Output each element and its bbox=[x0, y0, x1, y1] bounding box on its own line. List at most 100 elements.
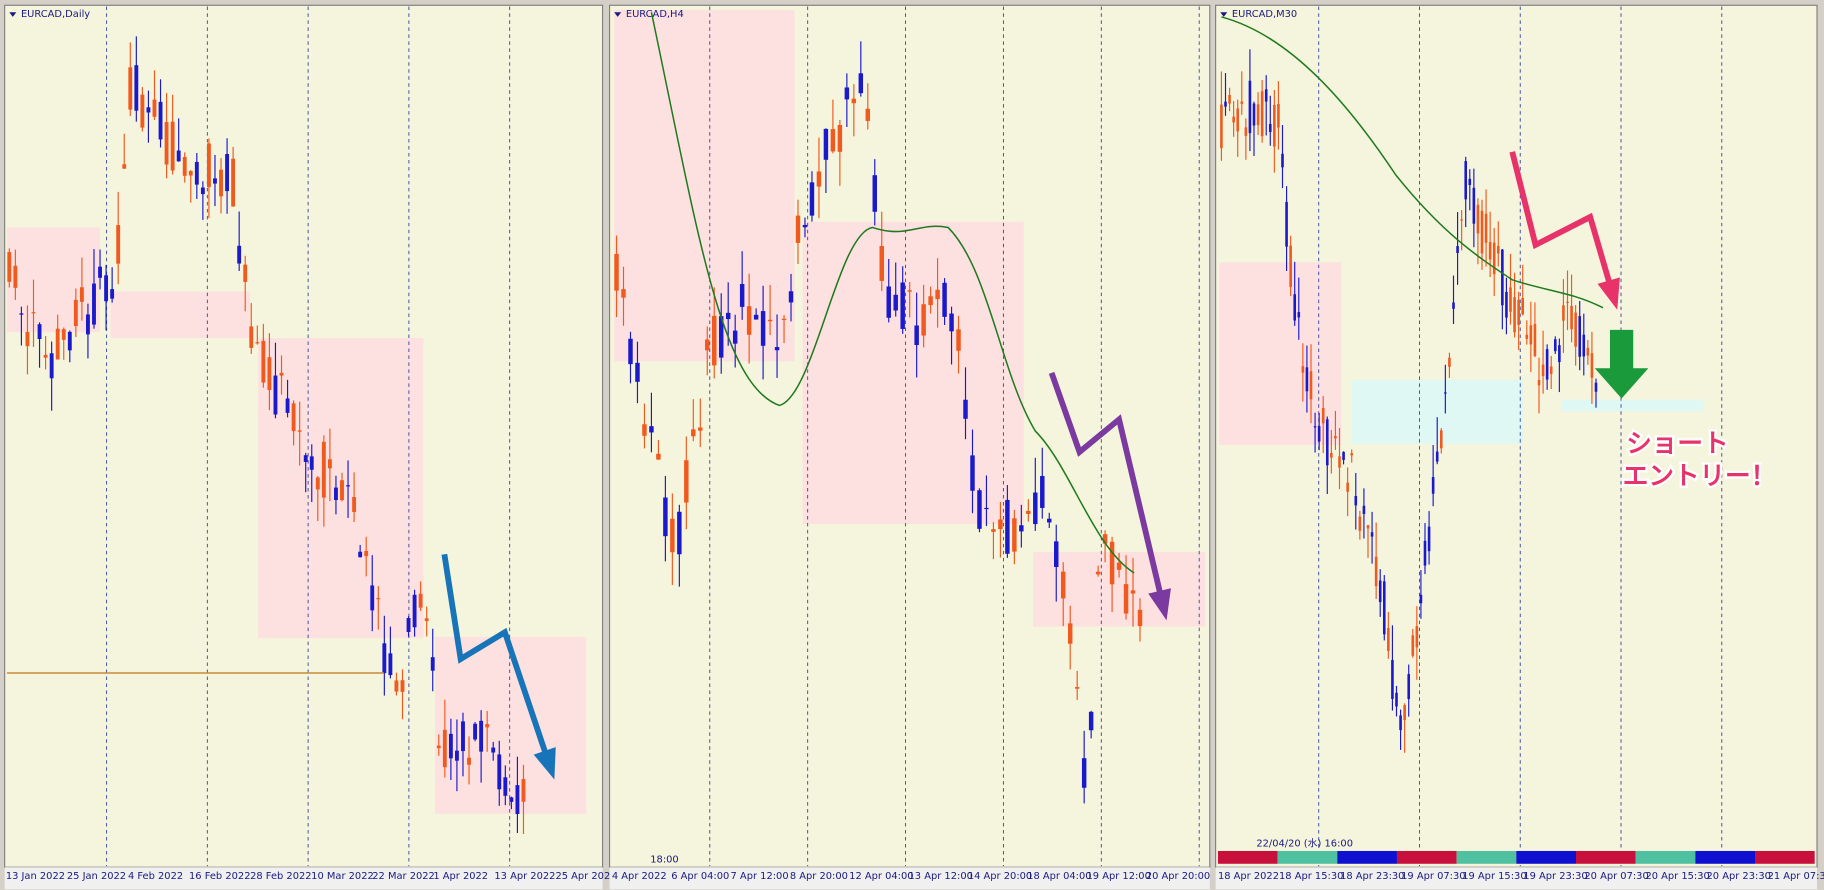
session-bar bbox=[1277, 850, 1338, 864]
candle bbox=[436, 745, 441, 749]
candle bbox=[1594, 382, 1598, 392]
candle bbox=[1060, 571, 1066, 599]
candle bbox=[1252, 103, 1256, 126]
candle bbox=[1305, 367, 1309, 392]
candle bbox=[334, 487, 338, 501]
candle bbox=[412, 594, 417, 628]
candle bbox=[1281, 153, 1284, 168]
session-bar bbox=[1456, 850, 1517, 864]
candle bbox=[628, 338, 633, 365]
candle bbox=[1026, 510, 1031, 514]
trend-arrow-head bbox=[1597, 277, 1620, 310]
candle bbox=[358, 551, 363, 558]
candle bbox=[1407, 674, 1411, 700]
candle bbox=[346, 485, 350, 487]
candle bbox=[243, 264, 248, 282]
candle bbox=[1240, 101, 1244, 104]
x-tick-label: 18 Apr 2022 bbox=[1218, 871, 1279, 882]
candle bbox=[865, 108, 871, 121]
candle bbox=[1452, 302, 1455, 309]
candle bbox=[684, 460, 689, 503]
x-tick-label: 19 Apr 23:30 bbox=[1523, 871, 1587, 882]
candle bbox=[400, 680, 405, 692]
candle bbox=[73, 299, 78, 327]
candle bbox=[1109, 541, 1115, 585]
candle bbox=[935, 289, 940, 300]
candle bbox=[194, 161, 199, 185]
candle bbox=[152, 99, 157, 117]
candle bbox=[642, 424, 647, 436]
candle bbox=[1264, 89, 1268, 102]
candle bbox=[43, 354, 48, 358]
candle bbox=[1088, 711, 1094, 731]
x-tick-label: 25 Jan 2022 bbox=[67, 871, 126, 882]
candle bbox=[1492, 242, 1496, 275]
candle bbox=[291, 403, 296, 432]
candle bbox=[963, 399, 968, 419]
candle bbox=[370, 585, 375, 611]
session-bar bbox=[1695, 850, 1756, 864]
candle bbox=[1505, 291, 1508, 318]
candle bbox=[13, 265, 18, 288]
x-tick-label: 18 Apr 04:00 bbox=[1027, 871, 1091, 882]
candle bbox=[273, 375, 278, 415]
candle bbox=[670, 518, 675, 553]
candle bbox=[1123, 584, 1129, 614]
candle bbox=[1095, 571, 1101, 575]
candle bbox=[406, 618, 411, 632]
candle bbox=[116, 225, 121, 264]
candle bbox=[1476, 204, 1480, 234]
candle bbox=[200, 187, 205, 195]
candle bbox=[1260, 91, 1264, 137]
x-tick-label: 25 Apr 2022 bbox=[555, 871, 616, 882]
zone bbox=[802, 221, 1024, 525]
candle bbox=[1338, 456, 1341, 468]
candle bbox=[795, 215, 801, 243]
candle bbox=[430, 657, 435, 671]
candle bbox=[753, 314, 759, 320]
candle bbox=[485, 724, 490, 728]
candle bbox=[998, 519, 1003, 530]
x-tick-label: 13 Jan 2022 bbox=[6, 871, 65, 882]
candle bbox=[255, 342, 260, 344]
candle bbox=[249, 326, 254, 348]
candle bbox=[991, 529, 996, 532]
zone bbox=[1561, 399, 1704, 412]
candle bbox=[164, 122, 169, 165]
bottom-bar bbox=[609, 867, 1210, 890]
candle bbox=[122, 164, 127, 169]
candle bbox=[739, 284, 745, 307]
trend-arrow bbox=[441, 553, 555, 772]
candle bbox=[327, 459, 332, 469]
x-tick-label: 20 Apr 20:00 bbox=[1146, 871, 1210, 882]
candle bbox=[1378, 580, 1382, 603]
candle bbox=[309, 456, 314, 470]
candle bbox=[1488, 242, 1492, 260]
candle bbox=[219, 169, 223, 197]
zone bbox=[110, 291, 251, 338]
zone bbox=[614, 9, 795, 362]
annotation-line: ショート bbox=[1626, 429, 1728, 459]
candle bbox=[656, 453, 661, 460]
candle bbox=[1468, 178, 1472, 185]
candle bbox=[1033, 492, 1038, 525]
candle bbox=[1350, 453, 1354, 456]
title-arrow bbox=[9, 12, 17, 17]
candle bbox=[521, 779, 526, 802]
bottom-bar bbox=[1215, 867, 1818, 890]
candle bbox=[858, 73, 864, 94]
candle bbox=[321, 441, 326, 498]
candle bbox=[231, 158, 236, 207]
candle bbox=[1102, 534, 1108, 544]
trend-arrow-head bbox=[1148, 588, 1171, 621]
candle bbox=[844, 87, 850, 100]
candle bbox=[928, 296, 933, 306]
chart-title: EURCAD,M30 bbox=[1232, 9, 1297, 20]
x-tick-label: 28 Feb 2022 bbox=[250, 871, 311, 882]
candle bbox=[1256, 104, 1260, 126]
chart-title: EURCAD,H4 bbox=[626, 9, 684, 20]
candle bbox=[851, 98, 857, 104]
zone bbox=[1219, 262, 1342, 445]
title-arrow bbox=[1220, 12, 1228, 17]
zone bbox=[6, 227, 101, 333]
